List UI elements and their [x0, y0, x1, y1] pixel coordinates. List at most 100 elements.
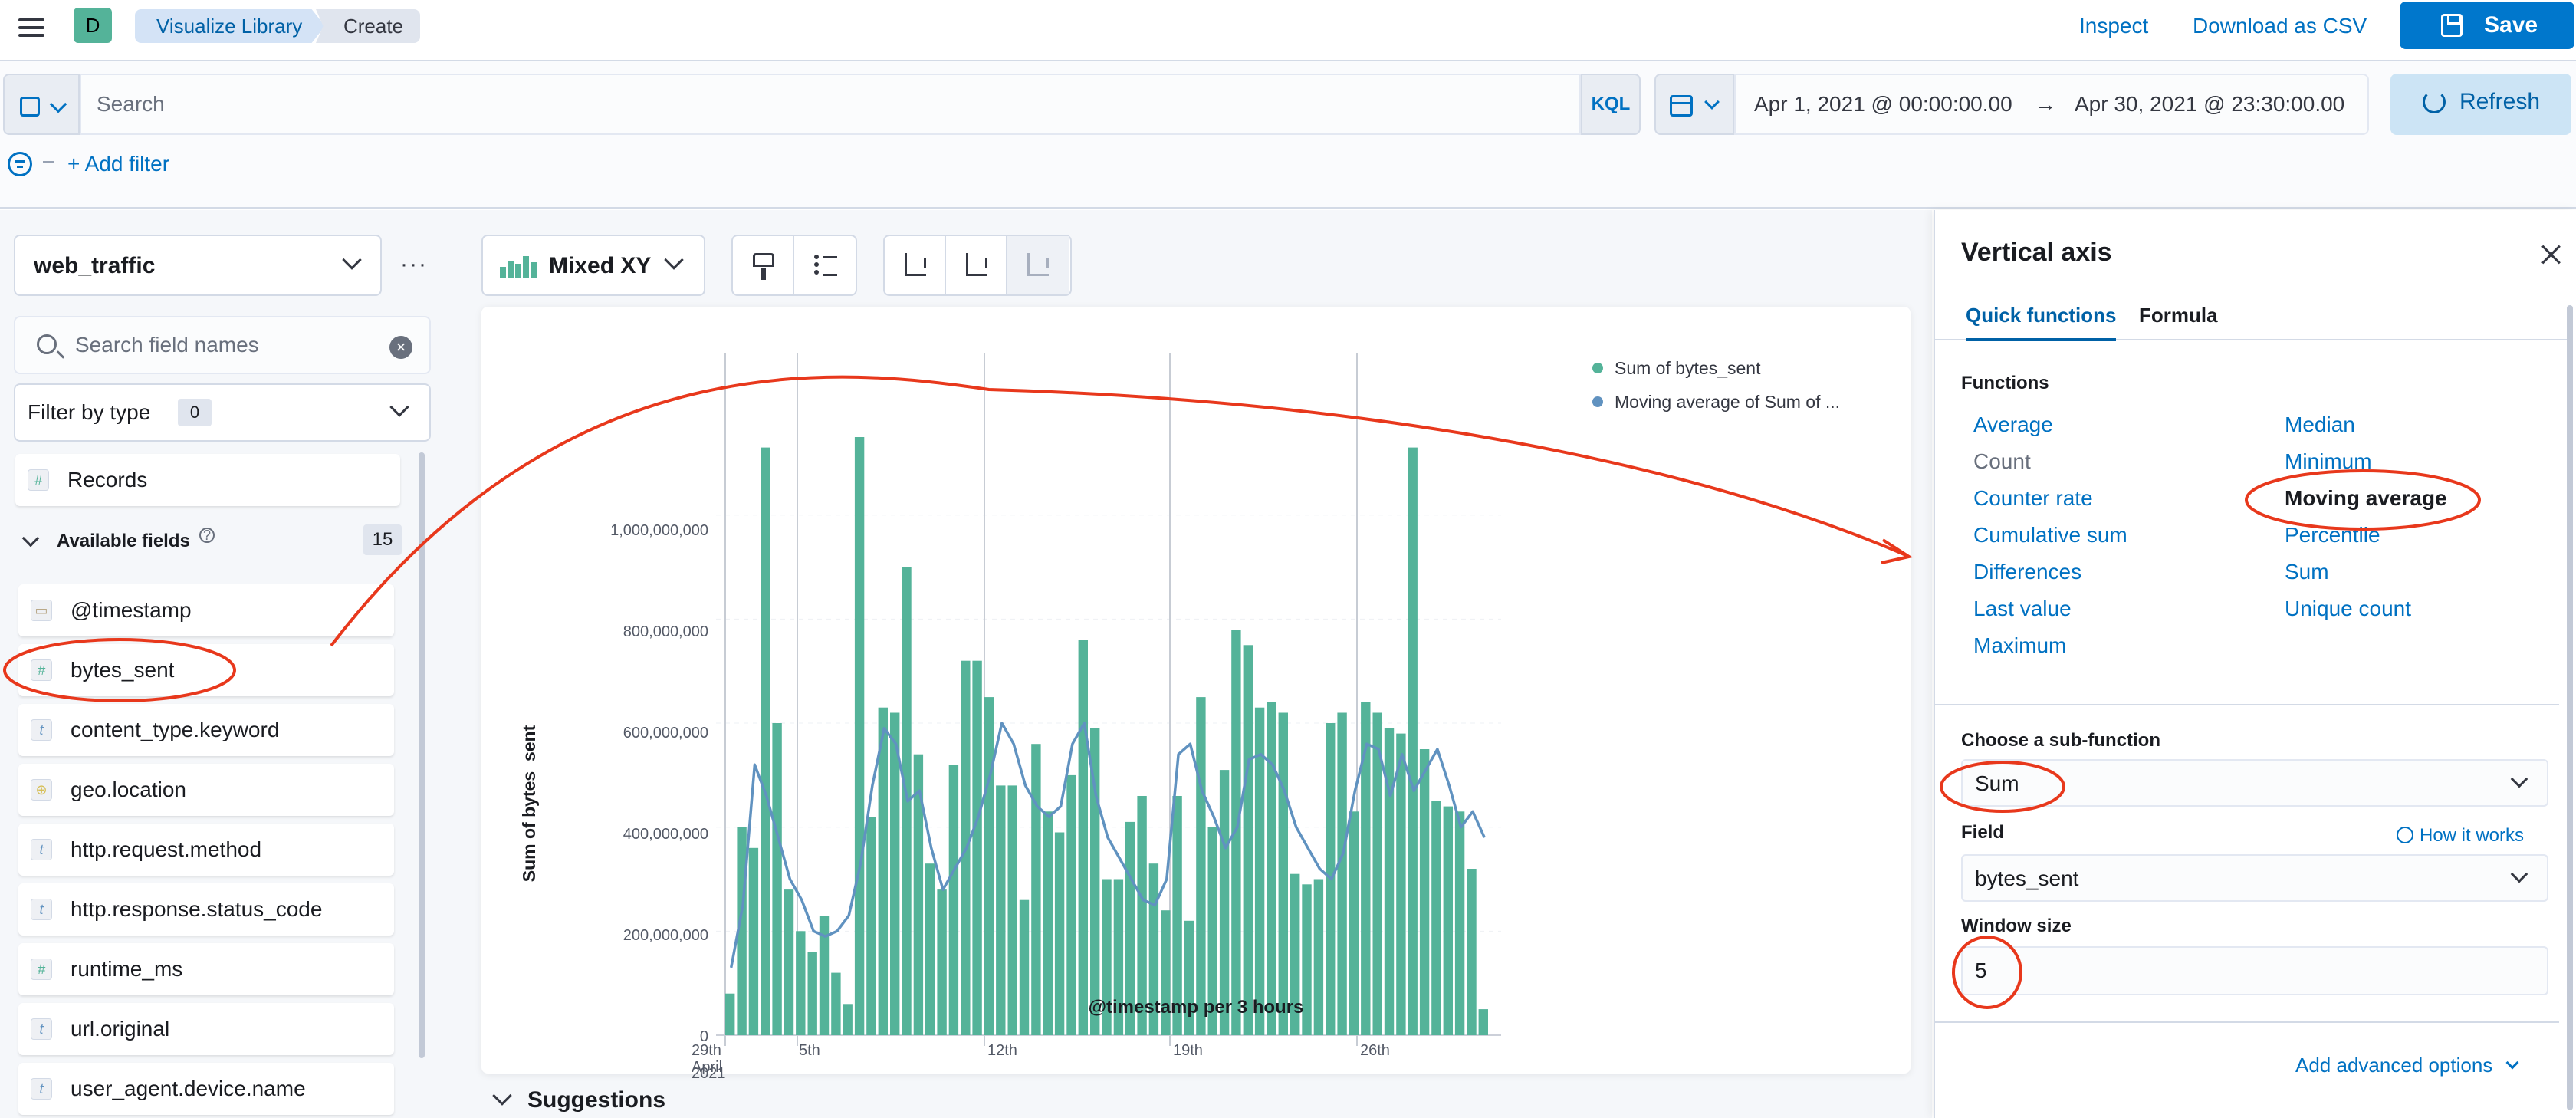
filter-by-type-button[interactable]: Filter by type 0: [14, 383, 431, 442]
refresh-button[interactable]: Refresh: [2390, 74, 2571, 135]
bar[interactable]: [948, 765, 959, 1035]
bar[interactable]: [1361, 702, 1371, 1035]
date-start[interactable]: Apr 1, 2021 @ 00:00:00.00: [1754, 92, 2013, 116]
tab-formula[interactable]: Formula: [2139, 304, 2218, 327]
bar[interactable]: [807, 952, 817, 1036]
bar[interactable]: [937, 889, 947, 1035]
bar[interactable]: [796, 931, 806, 1035]
legend-item-bars[interactable]: Sum of bytes_sent: [1615, 358, 1761, 378]
field-item-geo-location[interactable]: ⊕ geo.location: [18, 764, 394, 816]
bar[interactable]: [972, 660, 982, 1035]
bar[interactable]: [1431, 801, 1441, 1035]
function-average[interactable]: Average: [1973, 413, 2053, 436]
bar[interactable]: [1349, 811, 1359, 1035]
bar[interactable]: [984, 697, 994, 1035]
bar[interactable]: [1254, 707, 1265, 1035]
how-it-works-link[interactable]: How it works: [2397, 825, 2524, 847]
function-cumulative-sum[interactable]: Cumulative sum: [1973, 523, 2128, 547]
bar[interactable]: [843, 1004, 853, 1035]
bar[interactable]: [1161, 910, 1171, 1035]
bar[interactable]: [1007, 785, 1017, 1035]
field-list-scrollbar[interactable]: [419, 452, 425, 1058]
field-item-url-original[interactable]: t url.original: [18, 1003, 394, 1055]
window-size-input[interactable]: [1961, 946, 2548, 995]
bar[interactable]: [725, 993, 735, 1035]
bar[interactable]: [1148, 863, 1159, 1035]
bar[interactable]: [831, 972, 841, 1035]
search-input[interactable]: [80, 74, 1581, 135]
field-item-runtime-ms[interactable]: # runtime_ms: [18, 943, 394, 995]
save-button[interactable]: Save: [2400, 2, 2574, 49]
bar[interactable]: [1396, 733, 1406, 1035]
function-count[interactable]: Count: [1973, 449, 2031, 473]
left-axis-button[interactable]: [885, 236, 946, 294]
bar[interactable]: [819, 916, 830, 1035]
function-unique-count[interactable]: Unique count: [2285, 597, 2412, 620]
function-counter-rate[interactable]: Counter rate: [1973, 486, 2093, 510]
menu-icon[interactable]: [17, 14, 48, 44]
bar[interactable]: [784, 889, 794, 1035]
field-select[interactable]: bytes_sent: [1961, 854, 2548, 902]
bar[interactable]: [925, 863, 935, 1035]
bar[interactable]: [1337, 712, 1347, 1036]
bar[interactable]: [913, 754, 924, 1035]
more-options-icon[interactable]: ···: [400, 252, 428, 277]
function-moving-average[interactable]: Moving average: [2285, 486, 2447, 510]
legend-item-line[interactable]: Moving average of Sum of ...: [1615, 392, 1840, 412]
bar[interactable]: [1302, 884, 1312, 1035]
add-advanced-options-link[interactable]: Add advanced options: [2295, 1054, 2519, 1077]
inspect-link[interactable]: Inspect: [2079, 14, 2149, 38]
bar[interactable]: [1196, 697, 1206, 1035]
bar[interactable]: [1384, 728, 1395, 1035]
function-maximum[interactable]: Maximum: [1973, 633, 2067, 657]
breadcrumb-visualize-library[interactable]: Visualize Library: [135, 9, 325, 43]
function-minimum[interactable]: Minimum: [2285, 449, 2372, 473]
bar[interactable]: [1066, 774, 1076, 1035]
bar[interactable]: [1208, 827, 1217, 1035]
field-item-timestamp[interactable]: ▭ @timestamp: [18, 584, 394, 636]
bar[interactable]: [1243, 645, 1253, 1035]
bar[interactable]: [878, 707, 888, 1035]
field-item-device-name[interactable]: t user_agent.device.name: [18, 1063, 394, 1115]
bar[interactable]: [1172, 796, 1182, 1035]
clear-icon[interactable]: ×: [389, 336, 412, 359]
bar[interactable]: [772, 723, 782, 1035]
bar[interactable]: [1419, 749, 1430, 1035]
bar[interactable]: [1031, 744, 1041, 1035]
function-differences[interactable]: Differences: [1973, 560, 2082, 584]
filter-icon[interactable]: [8, 152, 32, 176]
date-quick-menu-button[interactable]: [1654, 74, 1734, 135]
bar[interactable]: [866, 817, 876, 1035]
bar[interactable]: [1267, 702, 1276, 1035]
field-item-status-code[interactable]: t http.response.status_code: [18, 883, 394, 936]
bar-line-chart[interactable]: 0 200,000,000 400,000,000 600,000,000 80…: [481, 307, 1911, 1074]
suggestions-toggle[interactable]: Suggestions: [488, 1086, 665, 1113]
bar[interactable]: [1231, 630, 1241, 1035]
flyout-scrollbar[interactable]: [2567, 305, 2573, 1110]
bar[interactable]: [1043, 811, 1053, 1035]
field-item-request-method[interactable]: t http.request.method: [18, 824, 394, 876]
bar[interactable]: [890, 712, 900, 1036]
function-sum[interactable]: Sum: [2285, 560, 2329, 584]
field-item-records[interactable]: # Records: [15, 454, 400, 506]
download-csv-link[interactable]: Download as CSV: [2193, 14, 2367, 38]
field-item-content-type[interactable]: t content_type.keyword: [18, 704, 394, 756]
bar[interactable]: [1478, 1009, 1488, 1035]
bar[interactable]: [1278, 712, 1288, 1036]
space-avatar[interactable]: D: [74, 8, 112, 43]
bar[interactable]: [1467, 869, 1477, 1035]
bar[interactable]: [1454, 811, 1465, 1035]
bottom-axis-button[interactable]: [946, 236, 1007, 294]
data-view-select[interactable]: web_traffic: [14, 235, 382, 296]
bar[interactable]: [1313, 879, 1324, 1036]
field-search-input[interactable]: [75, 330, 382, 360]
bar[interactable]: [1019, 899, 1030, 1035]
bar[interactable]: [1372, 712, 1382, 1036]
close-icon[interactable]: [2541, 244, 2561, 264]
kql-toggle-button[interactable]: KQL: [1581, 74, 1641, 135]
bar[interactable]: [1113, 879, 1124, 1036]
info-icon[interactable]: ?: [199, 528, 215, 543]
bar[interactable]: [748, 847, 759, 1035]
bar[interactable]: [1219, 770, 1230, 1035]
moving-average-line[interactable]: [729, 722, 1486, 968]
